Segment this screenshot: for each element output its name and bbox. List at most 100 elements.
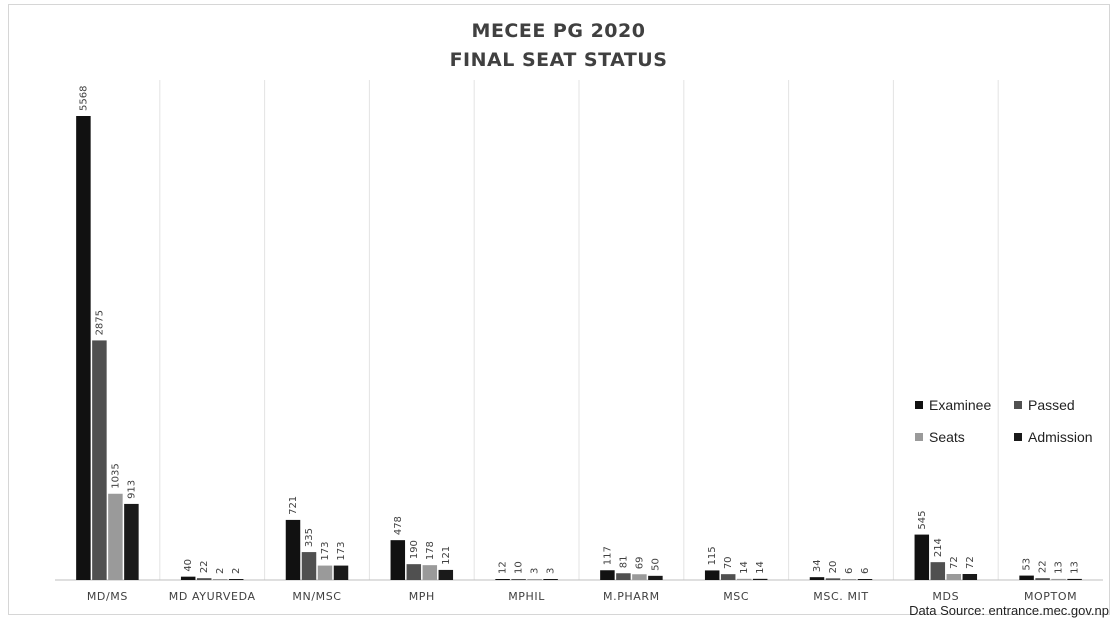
- data-label: 81: [618, 556, 629, 569]
- bar-seats: [632, 574, 647, 580]
- chart-frame: [8, 4, 1110, 615]
- data-label: 40: [183, 559, 194, 572]
- bar-seats: [212, 579, 228, 580]
- data-label: 72: [965, 556, 976, 569]
- bar-examinee: [914, 534, 930, 580]
- bar-examinee: [180, 576, 196, 580]
- data-label: 3: [530, 568, 541, 574]
- bar-admission: [543, 579, 558, 580]
- data-label: 121: [441, 546, 452, 565]
- data-label: 20: [828, 561, 839, 574]
- bar-seats: [946, 574, 962, 580]
- data-label: 50: [650, 558, 661, 571]
- bar-passed: [301, 552, 317, 580]
- legend-item-passed: Passed: [1014, 397, 1075, 413]
- x-tick-label: MD AYURVEDA: [169, 590, 256, 603]
- data-label: 13: [1070, 561, 1081, 574]
- legend-label-passed: Passed: [1028, 397, 1075, 413]
- bar-admission: [228, 579, 244, 580]
- data-label: 6: [860, 568, 871, 574]
- bar-examinee: [76, 116, 91, 580]
- data-label: 2: [215, 568, 226, 574]
- x-tick-label: MSC: [723, 590, 749, 603]
- x-tick-label: MOPTOM: [1024, 590, 1077, 603]
- data-label: 178: [425, 541, 436, 560]
- bar-seats: [317, 565, 333, 580]
- bar-seats: [527, 579, 542, 580]
- bar-examinee: [1019, 575, 1034, 580]
- bar-seats: [1051, 578, 1066, 580]
- bar-admission: [1067, 578, 1082, 580]
- x-tick-label: MDS: [932, 590, 959, 603]
- bar-passed: [511, 579, 526, 580]
- bar-passed: [825, 578, 841, 580]
- bar-examinee: [704, 570, 720, 580]
- bar-passed: [930, 562, 946, 580]
- bar-seats: [841, 579, 857, 580]
- data-label: 69: [634, 557, 645, 570]
- legend-swatch-examinee: [915, 401, 923, 409]
- data-label: 913: [126, 480, 137, 499]
- data-label: 5568: [78, 86, 89, 111]
- data-label: 545: [917, 510, 928, 529]
- bar-admission: [124, 503, 139, 580]
- bar-admission: [962, 574, 978, 580]
- legend-swatch-admission: [1014, 433, 1022, 441]
- bar-admission: [857, 579, 873, 580]
- data-label: 10: [514, 561, 525, 574]
- data-label: 2875: [94, 310, 105, 335]
- x-tick-label: MN/MSC: [292, 590, 341, 603]
- bar-examinee: [390, 540, 406, 580]
- legend-item-admission: Admission: [1014, 429, 1093, 445]
- data-label: 335: [304, 528, 315, 547]
- bar-passed: [196, 578, 212, 580]
- legend-item-examinee: Examinee: [915, 397, 991, 413]
- data-label: 14: [739, 561, 750, 574]
- data-label: 721: [288, 496, 299, 515]
- data-label: 3: [546, 568, 557, 574]
- data-label: 13: [1054, 561, 1065, 574]
- bar-passed: [720, 574, 736, 580]
- data-label: 53: [1022, 558, 1033, 571]
- legend-item-seats: Seats: [915, 429, 965, 445]
- chart-title-line2: FINAL SEAT STATUS: [449, 49, 668, 71]
- bar-admission: [438, 569, 454, 580]
- bar-examinee: [285, 519, 301, 580]
- legend-swatch-seats: [915, 433, 923, 441]
- data-label: 2: [231, 568, 242, 574]
- chart-title-line1: MECEE PG 2020: [471, 20, 646, 42]
- bar-examinee: [600, 570, 615, 580]
- bar-passed: [1035, 578, 1050, 580]
- x-tick-label: MPH: [409, 590, 435, 603]
- bar-seats: [422, 565, 438, 580]
- bar-seats: [736, 578, 752, 580]
- data-label: 190: [409, 540, 420, 559]
- data-source-note: Data Source: entrance.mec.gov.np: [909, 603, 1109, 618]
- bar-passed: [616, 573, 631, 580]
- bar-admission: [333, 565, 349, 580]
- data-label: 173: [336, 541, 347, 560]
- data-label: 72: [949, 556, 960, 569]
- data-label: 1035: [110, 463, 121, 488]
- data-label: 34: [812, 559, 823, 572]
- legend-label-examinee: Examinee: [929, 397, 992, 413]
- data-label: 214: [933, 538, 944, 557]
- data-label: 22: [1038, 560, 1049, 573]
- bar-examinee: [809, 577, 825, 580]
- data-label: 6: [844, 568, 855, 574]
- data-label: 117: [602, 546, 613, 565]
- bar-seats: [108, 493, 123, 580]
- data-label: 478: [393, 516, 404, 535]
- data-label: 115: [707, 546, 718, 565]
- legend-label-seats: Seats: [929, 429, 965, 445]
- x-tick-label: MSC. MIT: [813, 590, 868, 603]
- data-label: 70: [723, 556, 734, 569]
- bar-passed: [92, 340, 107, 580]
- bar-passed: [406, 564, 422, 580]
- x-tick-label: MPHIL: [508, 590, 545, 603]
- bar-admission: [752, 578, 768, 580]
- bar-examinee: [495, 579, 510, 580]
- data-label: 173: [320, 541, 331, 560]
- data-label: 14: [755, 561, 766, 574]
